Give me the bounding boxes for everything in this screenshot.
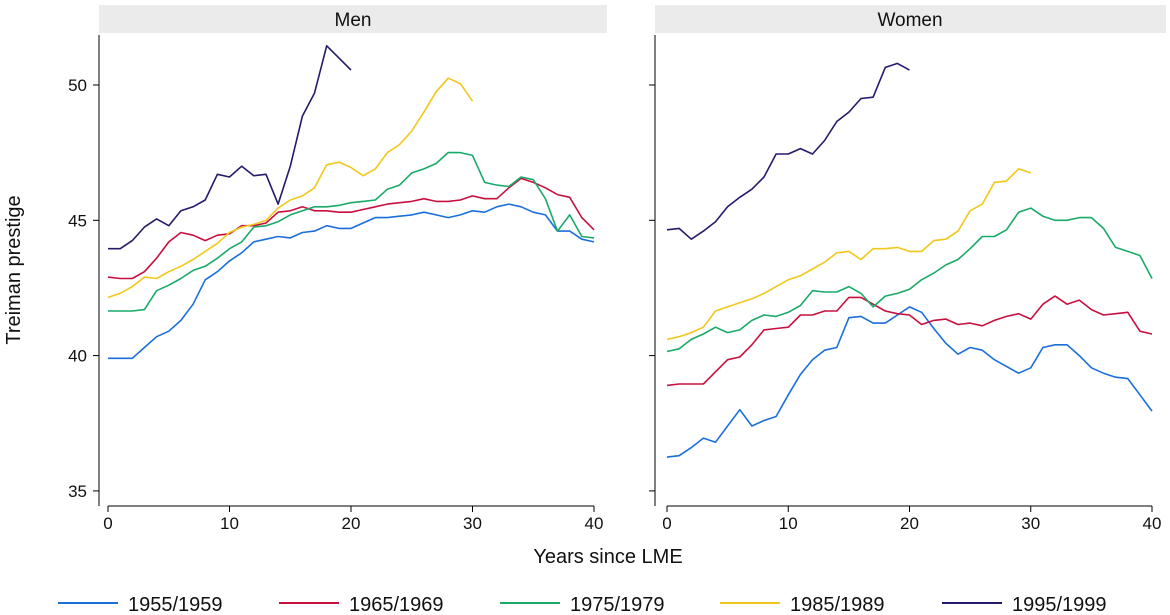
y-tick-label: 35	[68, 482, 87, 501]
x-tick-label: 20	[900, 514, 919, 533]
series-line-men-1955-1959	[108, 203, 595, 360]
x-tick-label: 10	[220, 514, 239, 533]
legend: 1955/1959 1965/1969 1975/1979 1985/1989 1995…	[58, 594, 1107, 615]
legend-label: 1995/1999	[1012, 594, 1107, 615]
panel-title-men: Men	[335, 10, 372, 31]
legend-label: 1985/1989	[790, 594, 885, 615]
x-tick-label: 40	[1143, 514, 1162, 533]
legend-label: 1965/1969	[349, 594, 444, 615]
x-tick-label: 30	[1021, 514, 1040, 533]
panel-strip-women	[655, 5, 1166, 33]
legend-item-1975-1979: 1975/1979	[500, 594, 665, 615]
series-line-women-1965-1969	[666, 295, 1153, 387]
series-line-men-1975-1979	[108, 151, 595, 312]
y-tick-label: 45	[68, 211, 87, 230]
series-line-women-1955-1959	[666, 306, 1153, 458]
series-line-women-1985-1989	[666, 168, 1032, 341]
x-tick-label: 0	[103, 514, 112, 533]
x-tick-label: 0	[662, 514, 671, 533]
legend-item-1985-1989: 1985/1989	[720, 594, 885, 615]
legend-item-1965-1969: 1965/1969	[279, 594, 444, 615]
legend-label: 1955/1959	[128, 594, 223, 615]
y-tick-label: 50	[68, 76, 87, 95]
series-line-men-1985-1989	[107, 77, 474, 299]
panel-title-women: Women	[877, 10, 942, 31]
series-line-men-1995-1999	[108, 44, 352, 250]
series-line-women-1975-1979	[666, 207, 1153, 353]
x-tick-label: 30	[463, 514, 482, 533]
x-axis-title: Years since LME	[533, 546, 682, 568]
series-line-women-1995-1999	[666, 62, 910, 240]
x-tick-label: 40	[585, 514, 604, 533]
panel-strip-men	[99, 5, 607, 33]
x-tick-label: 10	[779, 514, 798, 533]
axes-layer: 35 40 45 50 0 10 20 30 40 0 10 20 30 40	[68, 35, 1161, 533]
y-axis-title: Treiman prestige	[3, 195, 25, 344]
x-tick-label: 20	[342, 514, 361, 533]
legend-label: 1975/1979	[570, 594, 665, 615]
series-layer	[107, 44, 1153, 458]
series-line-men-1965-1969	[107, 177, 595, 280]
legend-item-1955-1959: 1955/1959	[58, 594, 223, 615]
y-tick-label: 40	[68, 347, 87, 366]
legend-item-1995-1999: 1995/1999	[942, 594, 1107, 615]
